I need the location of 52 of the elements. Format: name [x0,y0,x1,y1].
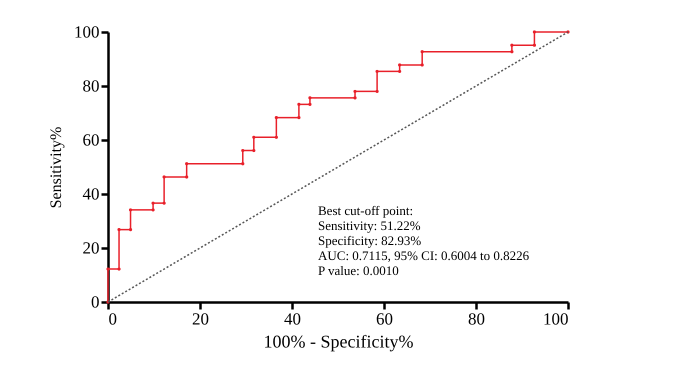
x-tick-label: 0 [108,310,117,328]
x-axis-title: 100% - Specificity% [264,332,414,352]
point [128,208,132,212]
point [274,136,278,139]
point [308,102,312,106]
point [510,44,514,47]
point [241,162,244,166]
x-tick-label: 80 [468,310,485,328]
y-tick-label: 20 [82,238,100,258]
x-tick-label: 20 [192,310,209,328]
annotation: Sensitivity: 51.22% [318,218,421,233]
point [420,50,424,54]
point [376,70,379,73]
point [185,175,188,179]
point [162,175,166,179]
point [398,63,402,67]
point [152,202,155,205]
x-tick-label: 60 [376,310,393,328]
point [532,30,536,34]
point [353,96,357,100]
point [252,136,256,139]
y-tick-label: 40 [82,184,100,204]
point [117,228,121,232]
x-tick-label: 100 [543,310,568,328]
y-axis-title: Sensitivity% [48,126,65,208]
annotation: Best cut-off point: [318,203,414,218]
point [353,90,357,93]
point [532,44,536,47]
x-tick-label: 40 [284,310,301,328]
point [308,96,312,100]
point [117,267,121,271]
point [162,202,166,205]
point [420,63,424,67]
point [152,208,155,212]
point [185,162,188,166]
annotation: AUC: 0.7115, 95% CI: 0.6004 to 0.8226 [318,248,530,263]
point [297,102,300,106]
y-tick-label: 0 [91,292,100,312]
point [376,90,379,93]
y-tick-label: 60 [82,130,100,150]
annotation: P value: 0.0010 [318,263,399,278]
point [510,50,514,54]
point [252,148,256,152]
point [274,116,278,120]
point [297,116,300,120]
point [106,267,110,271]
annotation: Specificity: 82.93% [318,233,422,248]
y-tick-label: 100 [74,22,100,42]
point [128,228,132,232]
point [241,148,244,152]
y-tick-label: 80 [82,76,100,96]
point [398,70,402,73]
